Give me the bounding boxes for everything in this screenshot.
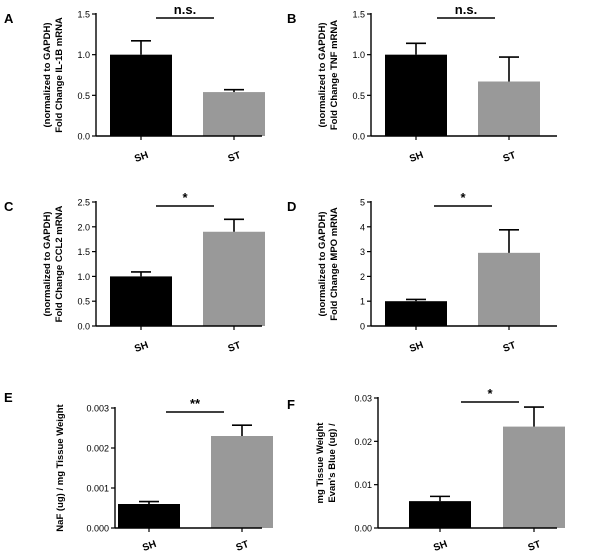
y-tick-label: 0.001 — [86, 484, 109, 494]
y-tick-label: 1.0 — [77, 272, 90, 282]
y-tick-label: 0.002 — [86, 444, 109, 454]
x-tick-label: ST — [502, 150, 518, 165]
y-axis-label: mg Tissue Weight — [315, 422, 326, 504]
bar-sh — [118, 504, 180, 528]
significance-label: * — [182, 190, 188, 205]
y-axis-label: (normalized to GAPDH) — [42, 22, 53, 127]
x-tick-label: SH — [408, 150, 425, 165]
y-tick-label: 0.02 — [354, 437, 372, 447]
x-tick-label: ST — [235, 539, 251, 552]
y-axis-label: NaF (ug) / mg Tissue Weight — [55, 403, 66, 531]
y-tick-label: 0.0 — [77, 132, 90, 142]
bar-st — [503, 426, 565, 528]
x-tick-label: SH — [133, 150, 150, 165]
panel-letter: F — [287, 397, 295, 412]
panel-letter: A — [4, 11, 14, 26]
y-tick-label: 0.0 — [77, 322, 90, 332]
x-tick-label: SH — [408, 340, 425, 355]
y-axis-label: (normalized to GAPDH) — [42, 211, 53, 316]
bar-sh — [409, 501, 471, 528]
chart-panel-a: A Fold Change IL-1B mRNA(normalized to GA… — [4, 2, 265, 165]
bar-st — [478, 252, 540, 326]
bar-st — [478, 81, 540, 136]
panel-letter: B — [287, 11, 296, 26]
chart-panel-c: C Fold Change CCL2 mRNA(normalized to GAP… — [4, 190, 265, 355]
y-tick-label: 0 — [360, 322, 365, 332]
x-tick-label: SH — [141, 539, 158, 552]
y-axis-label: Fold Change TNF mRNA — [329, 20, 340, 130]
x-tick-label: SH — [133, 340, 150, 355]
y-tick-label: 0.03 — [354, 394, 372, 404]
y-tick-label: 1.5 — [77, 247, 90, 257]
y-axis-label: Fold Change MPO mRNA — [329, 207, 340, 321]
chart-panel-f: F Evan's Blue (ug) /mg Tissue Weight 0.00 0… — [287, 386, 565, 552]
x-tick-label: SH — [432, 539, 449, 552]
significance-label: n.s. — [455, 2, 477, 17]
y-tick-label: 1.5 — [77, 10, 90, 20]
bar-sh — [110, 54, 172, 136]
panel-letter: D — [287, 199, 296, 214]
y-axis-label: Fold Change CCL2 mRNA — [54, 206, 65, 323]
y-tick-label: 4 — [360, 222, 365, 232]
chart-panel-d: D Fold Change MPO mRNA(normalized to GAPD… — [287, 190, 557, 355]
panel-letter: C — [4, 199, 14, 214]
y-tick-label: 0.5 — [352, 91, 365, 101]
y-tick-label: 2.5 — [77, 198, 90, 208]
y-axis-label: (normalized to GAPDH) — [317, 22, 328, 127]
bar-st — [203, 231, 265, 326]
chart-panel-b: B Fold Change TNF mRNA(normalized to GAPD… — [287, 2, 557, 165]
bar-sh — [110, 276, 172, 326]
y-tick-label: 0.00 — [354, 524, 372, 534]
x-tick-label: ST — [227, 340, 243, 355]
y-tick-label: 5 — [360, 198, 365, 208]
chart-panel-e: E NaF (ug) / mg Tissue Weight 0.000 0.001 0.… — [4, 390, 273, 552]
x-tick-label: ST — [527, 539, 543, 552]
bar-sh — [385, 54, 447, 136]
y-tick-label: 0.003 — [86, 404, 109, 414]
bar-sh — [385, 301, 447, 326]
panel-letter: E — [4, 390, 13, 405]
bar-st — [203, 92, 265, 136]
significance-label: n.s. — [174, 2, 196, 17]
y-axis-label: (normalized to GAPDH) — [317, 211, 328, 316]
y-axis-label: Evan's Blue (ug) / — [327, 423, 338, 503]
significance-label: * — [487, 386, 493, 401]
y-tick-label: 0.0 — [352, 132, 365, 142]
y-tick-label: 0.01 — [354, 480, 372, 490]
y-tick-label: 1.5 — [352, 10, 365, 20]
y-tick-label: 1.0 — [77, 50, 90, 60]
x-tick-label: ST — [502, 340, 518, 355]
x-tick-label: ST — [227, 150, 243, 165]
y-tick-label: 0.5 — [77, 91, 90, 101]
bar-st — [211, 436, 273, 528]
y-tick-label: 0.000 — [86, 524, 109, 534]
y-tick-label: 1 — [360, 297, 365, 307]
significance-label: ** — [190, 396, 201, 411]
y-tick-label: 0.5 — [77, 297, 90, 307]
y-tick-label: 2 — [360, 272, 365, 282]
y-tick-label: 3 — [360, 247, 365, 257]
y-axis-label: Fold Change IL-1B mRNA — [54, 17, 65, 133]
y-tick-label: 1.0 — [352, 50, 365, 60]
y-tick-label: 2.0 — [77, 222, 90, 232]
significance-label: * — [460, 190, 466, 205]
